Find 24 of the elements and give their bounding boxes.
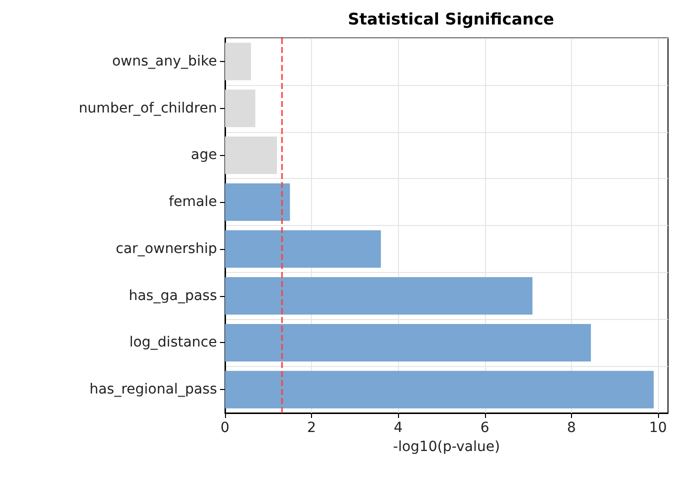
- bar: [225, 42, 251, 80]
- bar: [225, 277, 532, 315]
- y-tick-label: number_of_children: [78, 100, 217, 116]
- y-tick-label: log_distance: [129, 334, 217, 351]
- x-axis-title: -log10(p-value): [393, 438, 500, 455]
- y-tick-label: car_ownership: [116, 240, 218, 257]
- y-tick-label: owns_any_bike: [112, 53, 217, 70]
- x-tick-label: 10: [649, 420, 667, 436]
- bar: [225, 136, 277, 174]
- x-tick-label: 8: [566, 420, 576, 436]
- x-tick-label: 0: [220, 420, 230, 436]
- y-tick-label: has_regional_pass: [89, 382, 217, 398]
- bar: [225, 90, 256, 128]
- x-tick-label: 6: [480, 420, 490, 436]
- bar: [225, 230, 381, 268]
- bar: [225, 183, 290, 221]
- y-tick-label: has_ga_pass: [128, 288, 217, 304]
- bar: [225, 370, 654, 408]
- y-tick-label: female: [168, 194, 217, 210]
- x-tick-label: 4: [394, 420, 403, 436]
- chart-title: Statistical Significance: [348, 10, 554, 28]
- bar: [225, 324, 591, 362]
- y-tick-label: age: [190, 147, 217, 164]
- x-tick-label: 2: [307, 420, 316, 436]
